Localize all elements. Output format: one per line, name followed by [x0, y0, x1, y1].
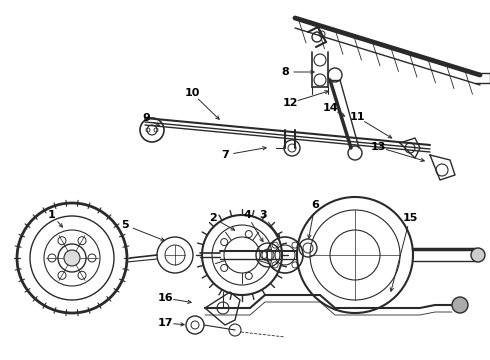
Text: 6: 6	[311, 200, 319, 210]
Circle shape	[452, 297, 468, 313]
Text: 1: 1	[48, 210, 56, 220]
Text: 10: 10	[184, 88, 200, 98]
Text: 4: 4	[243, 210, 251, 220]
Circle shape	[48, 254, 56, 262]
Text: 5: 5	[121, 220, 129, 230]
Circle shape	[471, 248, 485, 262]
Text: 16: 16	[157, 293, 173, 303]
Circle shape	[245, 230, 252, 238]
Circle shape	[220, 265, 228, 271]
Circle shape	[88, 254, 96, 262]
Text: 7: 7	[221, 150, 229, 160]
Circle shape	[245, 273, 252, 279]
Text: 12: 12	[282, 98, 298, 108]
Circle shape	[64, 250, 80, 266]
Text: 14: 14	[322, 103, 338, 113]
Text: 17: 17	[157, 318, 173, 328]
Circle shape	[78, 271, 86, 279]
Text: 3: 3	[259, 210, 267, 220]
Text: 9: 9	[142, 113, 150, 123]
Text: 8: 8	[281, 67, 289, 77]
Circle shape	[58, 237, 66, 245]
Circle shape	[58, 271, 66, 279]
Text: 11: 11	[349, 112, 365, 122]
Circle shape	[261, 252, 268, 258]
Circle shape	[220, 239, 228, 246]
Circle shape	[78, 237, 86, 245]
Text: 13: 13	[370, 142, 386, 152]
Text: 15: 15	[402, 213, 417, 223]
Text: 2: 2	[209, 213, 217, 223]
